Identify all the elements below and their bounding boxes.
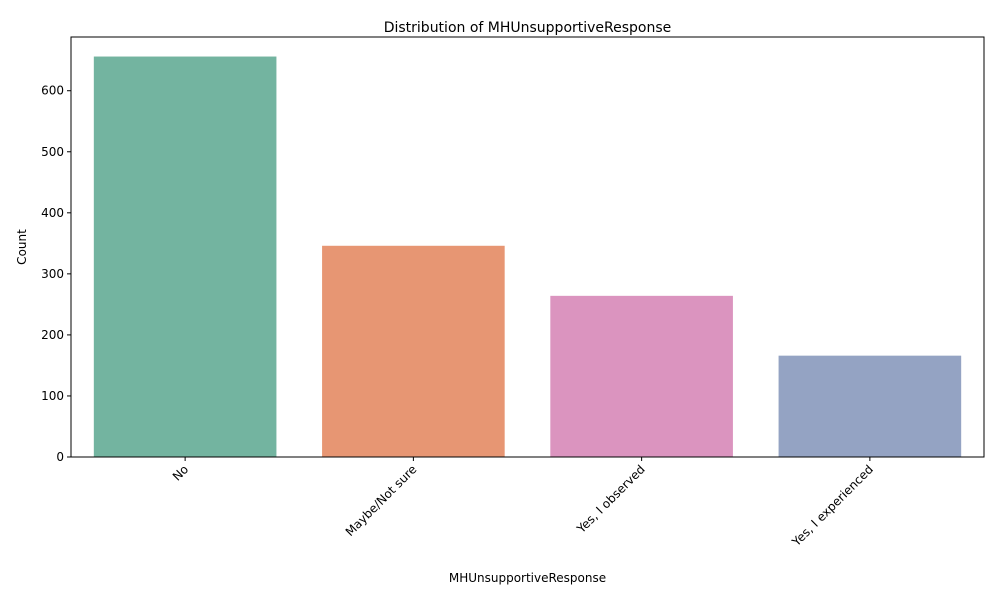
bar-yes-i-observed [550, 295, 733, 457]
y-tick-label: 500 [41, 145, 64, 159]
x-tick-label: Yes, I observed [574, 462, 648, 536]
bars-group [93, 56, 962, 458]
bar-no [93, 56, 277, 458]
y-tick-label: 300 [41, 267, 64, 281]
plot-frame [70, 36, 985, 458]
y-tick-label: 600 [41, 84, 64, 98]
y-axis: 0 100 200 300 400 500 600 [41, 84, 71, 464]
y-tick-label: 0 [56, 450, 64, 464]
y-axis-label: Count [15, 229, 29, 265]
y-tick-label: 200 [41, 328, 64, 342]
x-axis: No Maybe/Not sure Yes, I observed Yes, I ex… [170, 457, 876, 550]
x-tick-label: Maybe/Not sure [343, 462, 420, 539]
x-axis-label: MHUnsupportiveResponse [449, 571, 606, 585]
chart-title: Distribution of MHUnsupportiveResponse [384, 20, 672, 36]
bar-yes-i-experienced [778, 355, 962, 457]
bar-maybe-not-sure [322, 245, 505, 457]
x-tick-label: No [170, 462, 191, 483]
y-tick-label: 400 [41, 206, 64, 220]
x-tick-label: Yes, I experienced [789, 462, 876, 549]
y-tick-label: 100 [41, 389, 64, 403]
